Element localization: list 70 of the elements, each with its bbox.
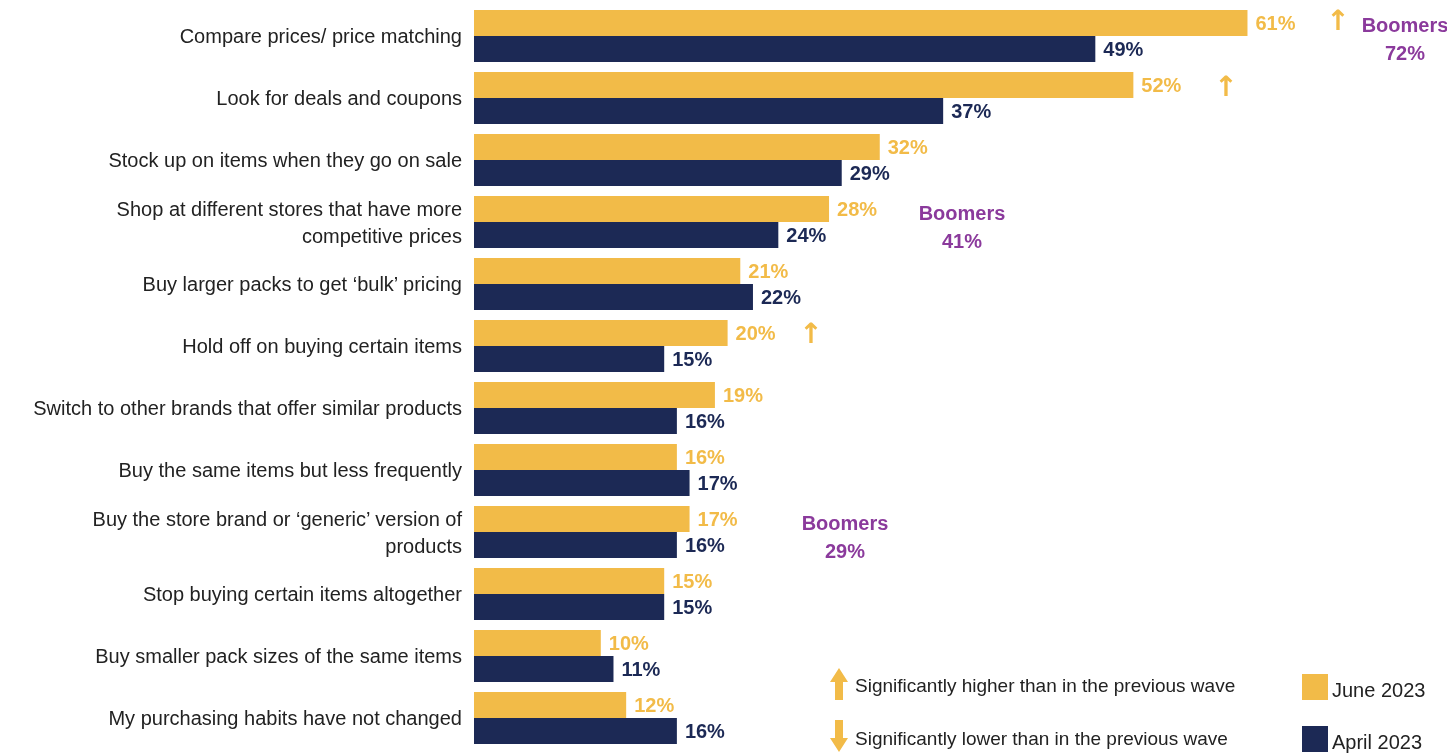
- bar: [474, 718, 677, 744]
- bar: [474, 594, 665, 620]
- y-tick-label: Hold off on buying certain items: [182, 335, 462, 357]
- data-label: 10%: [608, 632, 650, 654]
- bar: [474, 506, 690, 532]
- bar: [474, 470, 690, 496]
- legend-label: June 2023: [1332, 679, 1426, 701]
- text: Boomers 72%: [1361, 14, 1447, 64]
- data-label: 15%: [672, 596, 713, 618]
- bar: [474, 160, 842, 186]
- data-label: 16%: [684, 410, 726, 432]
- bar: [474, 692, 627, 718]
- bar: [474, 258, 741, 284]
- data-label: 37%: [951, 100, 992, 122]
- data-label: 15%: [672, 570, 713, 592]
- data-label: 17%: [697, 508, 738, 530]
- bar: [474, 656, 614, 682]
- y-tick-label: Buy smaller pack sizes of the same items: [95, 645, 462, 667]
- data-label: 16%: [684, 534, 726, 556]
- y-tick-label: Stop buying certain items altogether: [142, 583, 463, 605]
- data-label: 24%: [786, 224, 827, 246]
- annotation: Significantly lower than in the previous wave: [855, 728, 1228, 749]
- y-tick-label: Look for deals and coupons: [216, 87, 462, 109]
- y-tick-label: Buy larger packs to get ‘bulk’ pricing: [142, 273, 462, 295]
- bar: [474, 36, 1096, 62]
- y-tick-label: My purchasing habits have not changed: [108, 707, 462, 729]
- bar: [474, 10, 1248, 36]
- data-label: 17%: [697, 472, 738, 494]
- bar: [474, 630, 601, 656]
- bar: [474, 382, 715, 408]
- bar: [474, 196, 830, 222]
- legend-label: April 2023: [1332, 731, 1423, 753]
- bar: [474, 408, 677, 434]
- data-label: 15%: [672, 348, 713, 370]
- bar: [474, 320, 728, 346]
- bar: [474, 568, 665, 594]
- data-label: 11%: [621, 658, 661, 680]
- bar: [474, 444, 677, 470]
- bar: [474, 134, 880, 160]
- data-label: 20%: [735, 322, 776, 344]
- y-tick-label: Switch to other brands that offer similar products: [33, 397, 462, 419]
- annotation: Significantly higher than in the previous wave: [855, 675, 1236, 696]
- annotation: ↑: [1214, 70, 1238, 103]
- data-label: 12%: [634, 694, 675, 716]
- data-label: 28%: [837, 198, 878, 220]
- y-tick-label: Stock up on items when they go on sale: [108, 149, 462, 171]
- data-label: 52%: [1141, 74, 1182, 96]
- y-tick-label: Buy the same items but less frequently: [118, 459, 462, 481]
- data-label: 29%: [849, 162, 890, 184]
- bar: [474, 346, 665, 372]
- text: ↑: [1326, 4, 1350, 37]
- bar: [474, 284, 753, 310]
- data-label: 32%: [887, 136, 929, 158]
- y-tick-label: Buy the store brand or ‘generic’ version of products: [92, 508, 463, 557]
- data-label: 49%: [1103, 38, 1144, 60]
- data-label: 21%: [748, 260, 789, 282]
- annotation: ↑: [799, 317, 823, 350]
- y-tick-label: Compare prices/ price matching: [179, 25, 462, 47]
- bar: [474, 72, 1134, 98]
- annotation: Boomers 41%: [918, 202, 1006, 252]
- data-label: 16%: [684, 720, 726, 742]
- bar: [474, 222, 779, 248]
- bar: [474, 532, 677, 558]
- data-label: 16%: [684, 446, 726, 468]
- data-label: 22%: [760, 286, 802, 308]
- data-label: 61%: [1255, 12, 1296, 34]
- y-tick-label: Shop at different stores that have more competitive prices: [116, 198, 462, 247]
- data-label: 19%: [722, 384, 764, 406]
- annotation: Boomers 29%: [801, 512, 889, 562]
- bar: [474, 98, 944, 124]
